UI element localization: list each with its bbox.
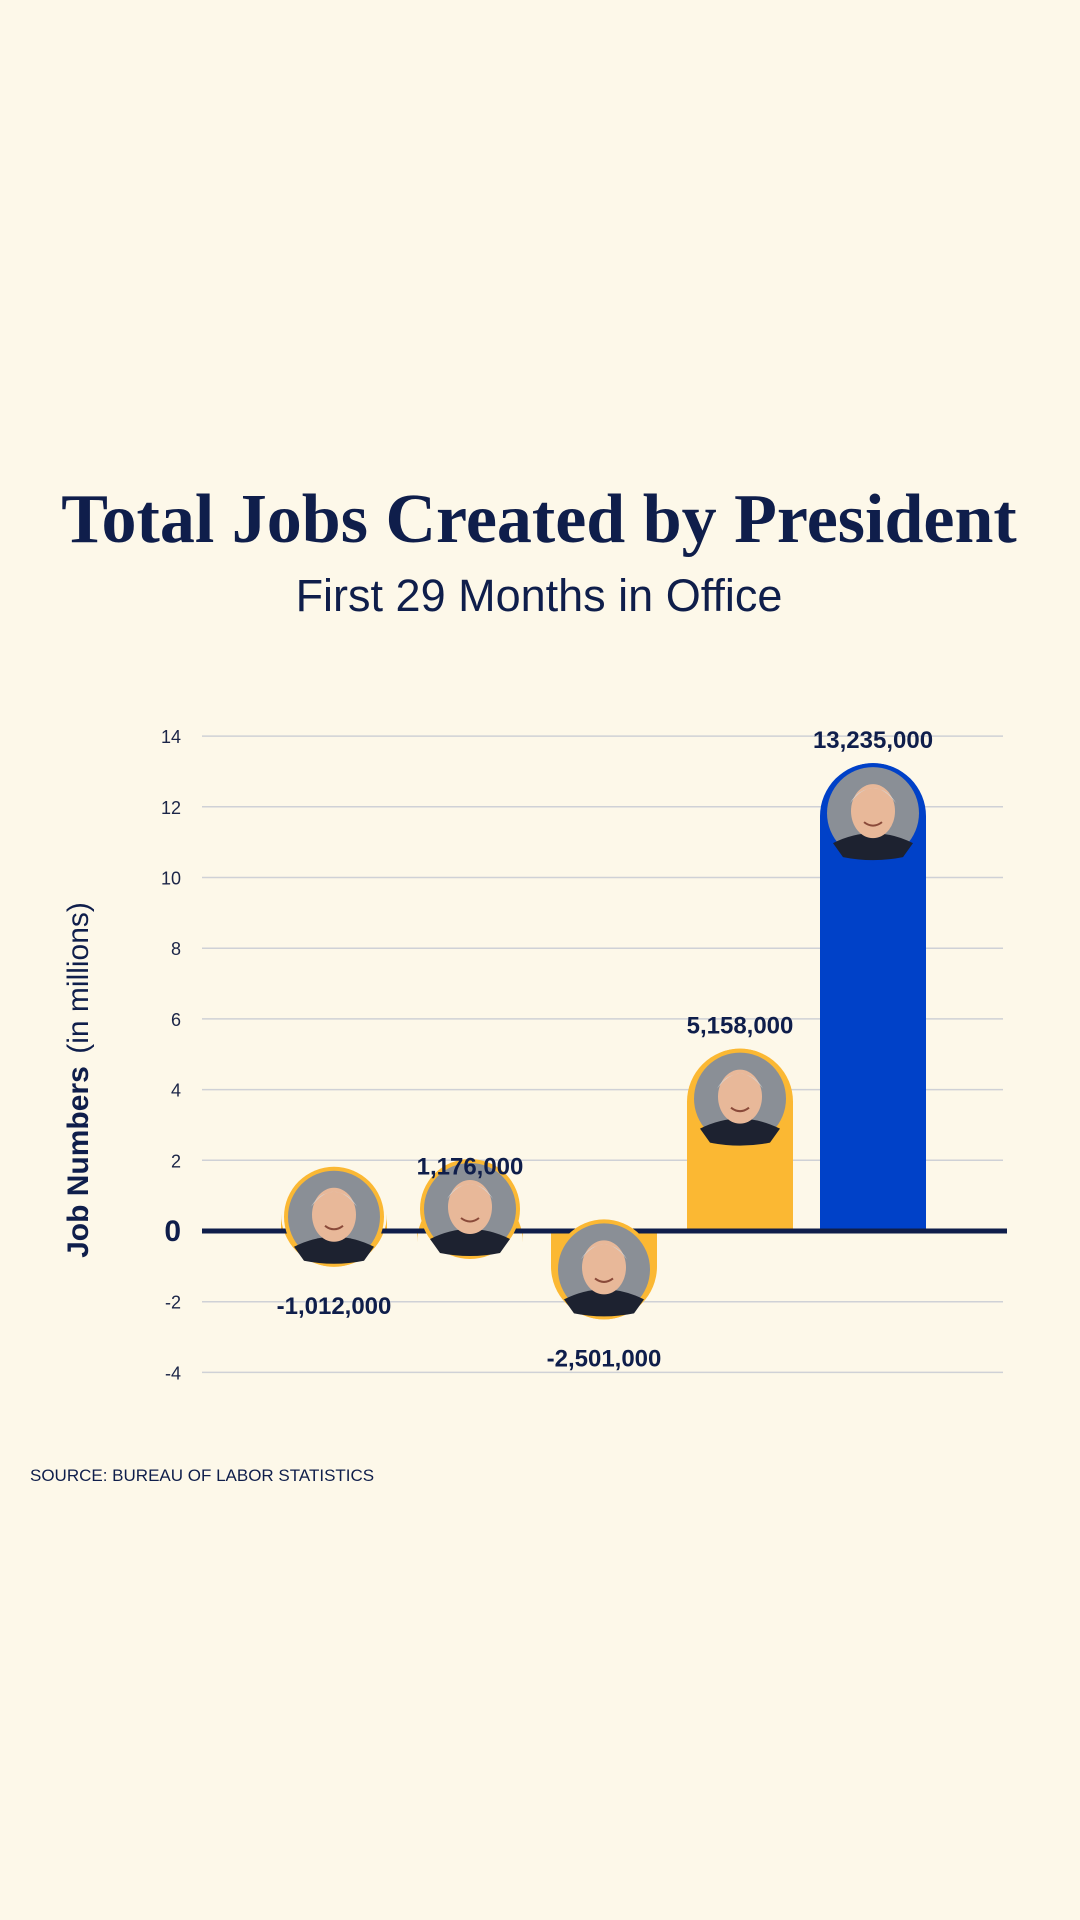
portraits (284, 763, 923, 1320)
y-tick-label: -2 (165, 1293, 181, 1313)
y-tick-label: 4 (171, 1081, 181, 1101)
y-tick-label: 6 (171, 1010, 181, 1030)
data-label: 13,235,000 (813, 727, 933, 754)
bar (820, 763, 926, 1231)
portrait-icon (690, 1048, 790, 1149)
y-tick-label: 14 (161, 727, 181, 747)
y-axis-label-unit: (in millions) (62, 902, 95, 1054)
y-tick-label: 10 (161, 869, 181, 889)
portrait-icon (554, 1219, 654, 1320)
y-tick-label: 2 (171, 1151, 181, 1171)
y-tick-labels: -4 -2 0 2 4 6 8 10 12 14 (161, 727, 181, 1383)
chart-subtitle: First 29 Months in Office (296, 570, 783, 621)
y-tick-label: 0 (164, 1215, 181, 1248)
grid-lines (202, 735, 1003, 1374)
data-label: -1,012,000 (277, 1293, 392, 1320)
data-label: 5,158,000 (687, 1013, 794, 1040)
chart-title: Total Jobs Created by President (61, 481, 1016, 558)
source-note: SOURCE: BUREAU OF LABOR STATISTICS (30, 1466, 374, 1485)
y-tick-label: -4 (165, 1363, 181, 1383)
data-label: -2,501,000 (547, 1345, 662, 1372)
y-tick-label: 8 (171, 939, 181, 959)
portrait-icon (823, 763, 923, 864)
data-label: 1,176,000 (417, 1153, 524, 1180)
y-axis-label: Job Numbers (in millions) (62, 902, 95, 1258)
portrait-icon (420, 1159, 520, 1259)
portrait-icon (284, 1166, 384, 1267)
y-axis-label-main: Job Numbers (62, 1066, 95, 1258)
data-labels: -1,012,000 1,176,000 -2,501,000 5,158,000 13… (277, 727, 933, 1372)
y-tick-label: 12 (161, 798, 181, 818)
